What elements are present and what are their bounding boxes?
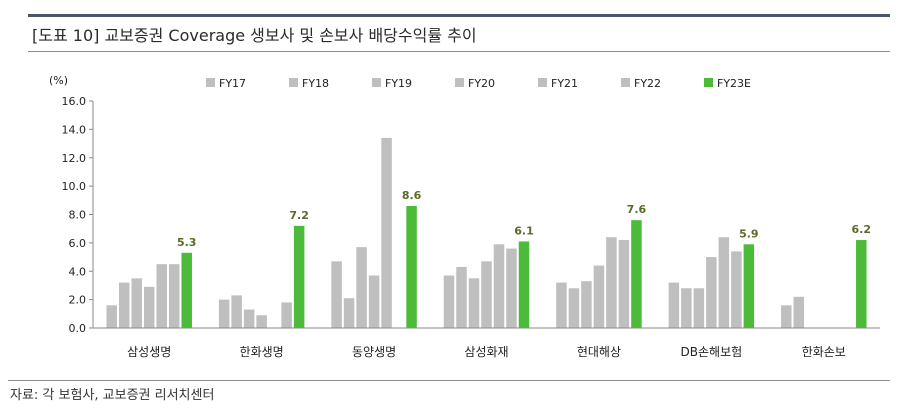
bar-fy17-5 (668, 282, 680, 328)
bar-fy22-5 (731, 251, 742, 328)
bar-fy22-0 (168, 264, 180, 328)
y-tick-label: 8.0 (69, 209, 87, 222)
x-category-label: 동양생명 (352, 345, 396, 359)
y-axis-unit: (%) (49, 74, 68, 87)
bar-fy23e-3 (518, 241, 530, 328)
data-label-fy23e: 6.2 (852, 223, 872, 236)
y-tick-label: 0.0 (69, 322, 87, 335)
bar-fy20-2 (368, 275, 380, 328)
bar-fy18-6 (793, 296, 805, 328)
bar-fy17-6 (781, 305, 792, 328)
x-category-label: 삼성화재 (464, 345, 508, 359)
bar-fy22-3 (506, 248, 517, 328)
bar-fy19-2 (356, 247, 367, 328)
x-category-label: 한화손보 (802, 345, 846, 359)
data-label-fy23e: 8.6 (402, 189, 422, 202)
bar-fy18-4 (568, 288, 580, 328)
bar-fy23e-2 (406, 205, 417, 328)
data-label-fy23e: 5.3 (177, 236, 197, 249)
bar-fy23e-4 (631, 220, 642, 328)
bar-fy18-5 (681, 288, 692, 328)
bar-fy17-0 (106, 305, 117, 328)
bottom-divider (8, 380, 890, 381)
bar-fy17-4 (556, 282, 567, 328)
y-tick-label: 14.0 (62, 123, 87, 136)
legend-swatch-fy21 (538, 78, 547, 87)
legend-swatch-fy22 (621, 78, 630, 87)
bar-fy23e-6 (856, 240, 867, 328)
data-label-fy23e: 6.1 (514, 224, 534, 237)
y-tick-label: 6.0 (69, 237, 87, 250)
legend-swatch-fy17 (206, 78, 215, 87)
legend-label-fy19: FY19 (385, 77, 412, 90)
legend: FY17 FY18 FY19 FY20 FY21 FY22 FY23E (206, 77, 751, 90)
bar-fy17-3 (443, 275, 455, 328)
bar-fy20-5 (706, 257, 717, 328)
page-title: [도표 10] 교보증권 Coverage 생보사 및 손보사 배당수익률 추이 (32, 26, 477, 45)
bar-fy18-0 (118, 282, 130, 328)
legend-swatch-fy19 (372, 78, 381, 87)
bars (106, 137, 867, 328)
bar-fy20-1 (256, 315, 267, 328)
data-label-fy23e: 7.6 (627, 203, 647, 216)
y-axis-ticks: 0.0 2.0 4.0 6.0 8.0 10.0 12.0 14.0 16.0 (62, 95, 93, 335)
bar-fy20-3 (481, 261, 492, 328)
y-tick-label: 10.0 (62, 180, 87, 193)
bar-fy18-2 (343, 298, 355, 328)
x-category-label: 한화생명 (240, 345, 284, 359)
source-note: 자료: 각 보험사, 교보증권 리서치센터 (10, 388, 215, 403)
bar-fy21-0 (156, 264, 167, 328)
data-labels: 5.3 7.2 8.6 6.1 7.6 5.9 6.2 (177, 189, 871, 249)
legend-label-fy20: FY20 (468, 77, 495, 90)
legend-swatch-fy18 (289, 78, 298, 87)
legend-swatch-fy23e (704, 78, 713, 87)
bar-fy23e-5 (743, 244, 755, 328)
dividend-yield-chart: (%) 0.0 2.0 4.0 6.0 8.0 10.0 12.0 14.0 16.0 5.3 7… (49, 74, 880, 359)
bar-fy19-3 (468, 278, 480, 328)
bar-fy21-3 (493, 244, 505, 328)
bar-fy18-1 (231, 295, 242, 328)
bar-fy17-2 (331, 261, 342, 328)
y-tick-label: 16.0 (62, 95, 87, 108)
legend-label-fy18: FY18 (302, 77, 329, 90)
bar-fy20-0 (143, 286, 155, 328)
bar-fy22-4 (618, 240, 630, 328)
bar-fy21-5 (718, 237, 730, 328)
bar-fy17-1 (218, 299, 230, 328)
legend-label-fy21: FY21 (551, 77, 578, 90)
x-axis-labels: 삼성생명 한화생명 동양생명 삼성화재 현대해상 DB손해보험 한화손보 (127, 345, 846, 359)
top-rule (28, 14, 890, 17)
bar-fy19-4 (581, 281, 592, 328)
legend-label-fy22: FY22 (634, 77, 661, 90)
legend-label-fy17: FY17 (219, 77, 246, 90)
y-tick-label: 4.0 (69, 265, 87, 278)
bar-fy21-4 (606, 237, 617, 328)
title-divider (28, 51, 890, 52)
x-category-label: 현대해상 (577, 345, 621, 359)
data-label-fy23e: 7.2 (289, 209, 309, 222)
bar-fy23e-1 (293, 225, 305, 328)
legend-label-fy23e: FY23E (717, 77, 751, 90)
bar-fy19-5 (693, 288, 705, 328)
bar-fy19-0 (131, 278, 142, 328)
y-tick-label: 12.0 (62, 152, 87, 165)
data-label-fy23e: 5.9 (739, 227, 759, 240)
bar-fy18-3 (456, 266, 467, 328)
bar-fy20-4 (593, 265, 605, 328)
bar-fy19-1 (243, 309, 255, 328)
legend-swatch-fy20 (455, 78, 464, 87)
x-category-label: DB손해보험 (681, 345, 743, 359)
bar-fy21-2 (381, 137, 392, 328)
x-category-label: 삼성생명 (127, 345, 171, 359)
bar-fy22-1 (281, 302, 292, 328)
y-tick-label: 2.0 (69, 294, 87, 307)
bar-fy23e-0 (181, 252, 192, 328)
